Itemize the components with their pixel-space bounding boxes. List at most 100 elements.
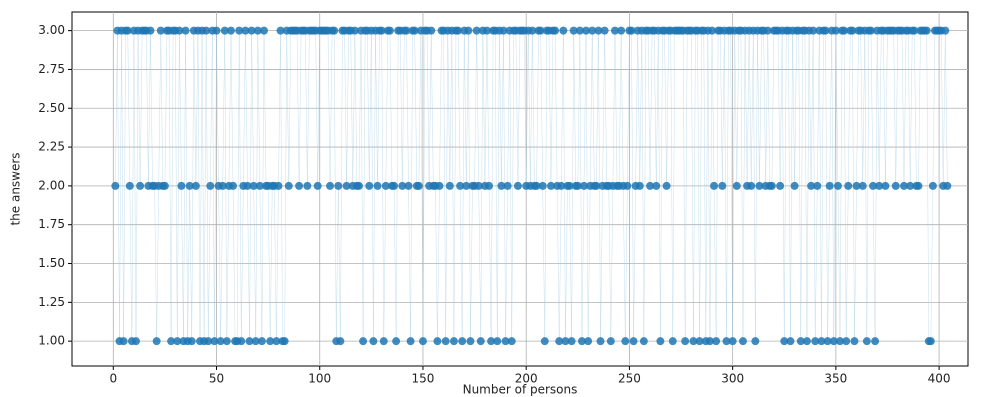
point — [580, 181, 588, 190]
point — [532, 181, 541, 190]
point — [840, 26, 849, 35]
point — [266, 337, 275, 346]
point — [551, 26, 560, 35]
point — [829, 337, 838, 346]
point — [485, 181, 494, 190]
point — [561, 337, 570, 346]
point — [342, 181, 351, 190]
x-tick-label: 50 — [209, 372, 224, 386]
point — [538, 181, 547, 190]
x-tick-label: 100 — [308, 372, 331, 386]
point — [848, 26, 857, 35]
connecting-line — [115, 30, 948, 342]
point — [280, 337, 289, 346]
point — [623, 181, 632, 190]
point — [751, 337, 760, 346]
y-tick-label: 2.50 — [38, 101, 65, 115]
point — [833, 181, 842, 190]
point — [910, 26, 919, 35]
point — [435, 181, 444, 190]
point — [941, 26, 950, 35]
point — [326, 181, 335, 190]
point — [747, 181, 756, 190]
point — [303, 181, 312, 190]
point — [786, 337, 795, 346]
point — [410, 26, 419, 35]
point — [476, 337, 485, 346]
point — [253, 26, 262, 35]
point — [596, 337, 605, 346]
point — [569, 26, 578, 35]
point — [817, 337, 826, 346]
point — [482, 26, 491, 35]
point — [247, 26, 256, 35]
point — [617, 26, 626, 35]
point — [251, 337, 260, 346]
point — [557, 181, 566, 190]
point — [722, 337, 731, 346]
point — [173, 337, 182, 346]
point — [852, 181, 861, 190]
point — [185, 181, 194, 190]
point — [825, 181, 834, 190]
point — [732, 181, 741, 190]
point — [373, 181, 382, 190]
x-tick-label: 0 — [109, 372, 117, 386]
y-tick-label: 1.25 — [38, 295, 65, 309]
point — [891, 181, 900, 190]
point — [652, 181, 661, 190]
point — [662, 181, 671, 190]
point — [708, 26, 716, 35]
point — [811, 337, 820, 346]
point — [392, 337, 401, 346]
point — [454, 26, 463, 35]
point — [111, 181, 120, 190]
point — [210, 337, 219, 346]
point — [681, 337, 690, 346]
point — [546, 181, 555, 190]
point — [507, 337, 516, 346]
point — [499, 26, 508, 35]
point — [635, 181, 644, 190]
point — [313, 181, 322, 190]
point — [712, 337, 721, 346]
point — [629, 337, 638, 346]
point — [379, 337, 388, 346]
point — [418, 337, 427, 346]
point — [809, 26, 818, 35]
x-axis-label: Number of persons — [463, 383, 578, 397]
point — [414, 181, 423, 190]
point — [156, 26, 165, 35]
point — [462, 181, 471, 190]
point — [433, 337, 442, 346]
point — [295, 181, 304, 190]
point — [216, 337, 225, 346]
y-tick-label: 2.25 — [38, 140, 65, 154]
point — [202, 26, 211, 35]
point — [497, 181, 506, 190]
point — [836, 337, 844, 346]
point — [881, 181, 890, 190]
point — [738, 337, 747, 346]
point — [119, 337, 128, 346]
point — [235, 26, 244, 35]
point — [204, 337, 213, 346]
point — [710, 181, 719, 190]
x-tick-label: 250 — [618, 372, 641, 386]
point — [763, 26, 772, 35]
point — [928, 181, 937, 190]
point — [610, 26, 619, 35]
point — [472, 26, 481, 35]
point — [369, 337, 378, 346]
point — [790, 181, 799, 190]
point — [260, 26, 268, 35]
point — [639, 337, 648, 346]
point — [606, 337, 615, 346]
point — [600, 26, 609, 35]
point — [584, 337, 593, 346]
point — [718, 181, 727, 190]
point — [146, 26, 155, 35]
point — [427, 26, 436, 35]
point — [926, 337, 935, 346]
